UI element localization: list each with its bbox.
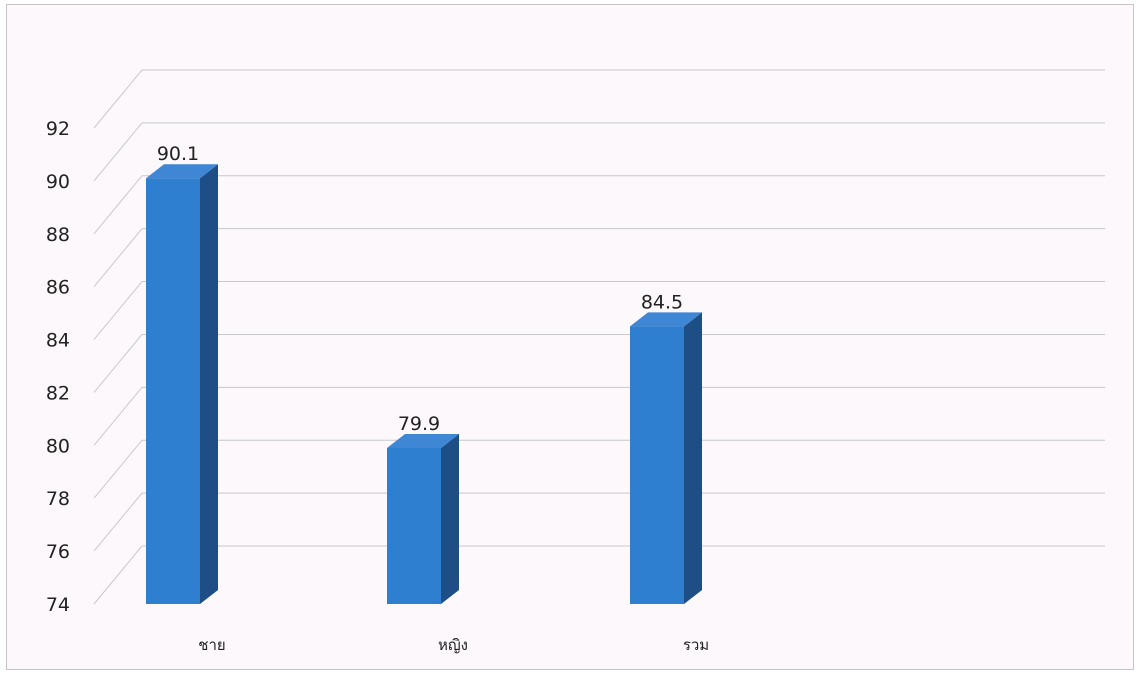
gridline (93, 545, 1105, 605)
grid-layer (93, 69, 1105, 605)
y-tick-label: 92 (46, 118, 70, 140)
data-label: 90.1 (157, 143, 199, 165)
y-tick-label: 84 (46, 330, 70, 352)
gridline-side (93, 228, 143, 287)
bar (630, 312, 702, 604)
x-axis-categories: ชาย หญิง รวม (198, 636, 709, 654)
category-label: หญิง (438, 636, 468, 654)
y-tick-label: 76 (46, 541, 70, 563)
bar-side (441, 433, 459, 604)
data-labels-layer: 90.1 79.9 84.5 (157, 143, 683, 435)
bar-side (684, 312, 702, 604)
gridline (93, 386, 1105, 446)
bar-top (146, 164, 218, 179)
gridline (93, 228, 1105, 287)
gridline (93, 492, 1105, 552)
category-label: รวม (683, 636, 709, 654)
bars-layer (146, 164, 702, 604)
gridline-side (93, 387, 143, 446)
y-tick-label: 88 (46, 224, 70, 246)
gridline-side (93, 175, 143, 235)
gridline (93, 175, 1105, 235)
gridline (93, 69, 1105, 129)
gridline (93, 439, 1105, 499)
bar-top (387, 433, 459, 448)
data-label: 79.9 (398, 413, 440, 435)
bar-top (630, 312, 702, 327)
y-tick-label: 78 (46, 488, 70, 510)
category-label: ชาย (198, 636, 225, 654)
bar-front (387, 447, 441, 604)
y-tick-label: 80 (46, 435, 70, 457)
bar-front (146, 178, 200, 604)
bar (387, 433, 459, 604)
gridline (93, 333, 1105, 393)
gridline-side (93, 334, 143, 393)
bar (146, 164, 218, 604)
y-axis-ticks: 74 76 78 80 82 84 86 88 90 92 (46, 118, 70, 616)
y-tick-label: 90 (46, 171, 70, 193)
gridline-side (93, 545, 143, 605)
gridline (93, 122, 1105, 182)
gridline-side (93, 122, 143, 182)
gridline-side (93, 439, 143, 499)
y-tick-label: 86 (46, 277, 70, 299)
y-tick-label: 82 (46, 382, 70, 404)
gridline (93, 281, 1105, 340)
gridline-side (93, 69, 143, 129)
bar-side (200, 164, 218, 604)
gridline-side (93, 492, 143, 552)
bar-front (630, 326, 684, 604)
data-label: 84.5 (641, 291, 683, 313)
y-tick-label: 74 (46, 594, 70, 616)
gridline-side (93, 281, 143, 340)
